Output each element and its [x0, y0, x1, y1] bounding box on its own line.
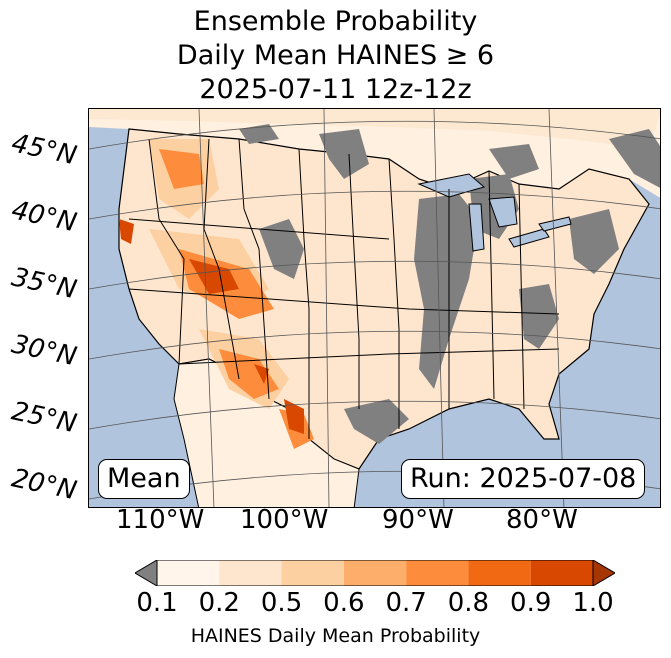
colorbar-label: HAINES Daily Mean Probability [190, 625, 481, 647]
run-label-box: Run: 2025-07-08 [401, 459, 646, 499]
map-svg [89, 109, 660, 507]
colorbar-cell [406, 560, 469, 586]
lon-label-80: 80°W [506, 505, 578, 535]
mean-label-box: Mean [98, 459, 190, 499]
colorbar-cell [281, 560, 344, 586]
colorbar-cell [157, 560, 220, 586]
great-lakes [417, 173, 572, 252]
lon-label-100: 100°W [240, 505, 329, 535]
title-line-3: 2025-07-11 12z-12z [199, 74, 472, 105]
colorbar-frame [156, 560, 594, 586]
colorbar-tick-label: 0.7 [385, 588, 427, 618]
lat-label-35: 35°N [8, 262, 80, 306]
masked-areas [239, 124, 660, 444]
state-borders [128, 138, 560, 439]
colorbar-tick-label: 0.8 [447, 588, 490, 618]
lat-label-45: 45°N [8, 128, 80, 172]
lat-label-40: 40°N [8, 195, 80, 239]
colorbar-tick-label: 0.5 [260, 588, 303, 618]
probability-map [88, 108, 661, 508]
colorbar-cell [468, 560, 531, 586]
title-line-2: Daily Mean HAINES ≥ 6 [176, 40, 495, 71]
colorbar-tick-label: 1.0 [572, 588, 614, 618]
lat-label-20: 20°N [8, 463, 80, 507]
colorbar-under-triangle [135, 560, 158, 586]
colorbar-over-triangle [592, 560, 615, 586]
lon-label-90: 90°W [382, 505, 454, 535]
colorbar-tick-label: 0.2 [198, 588, 240, 618]
colorbar [135, 560, 615, 586]
title-line-1: Ensemble Probability [193, 6, 478, 37]
colorbar-cell [219, 560, 282, 586]
lat-label-25: 25°N [8, 396, 80, 440]
lon-label-110: 110°W [116, 505, 205, 535]
colorbar-cell [343, 560, 407, 586]
canada-land-west [89, 109, 660, 149]
prob-0.9 [119, 219, 304, 434]
lat-label-30: 30°N [8, 329, 80, 373]
colorbar-tick-label: 0.1 [136, 588, 178, 618]
colorbar-cell [530, 560, 593, 586]
colorbar-tick-label: 0.9 [510, 588, 552, 618]
colorbar-tick-label: 0.6 [323, 588, 365, 618]
